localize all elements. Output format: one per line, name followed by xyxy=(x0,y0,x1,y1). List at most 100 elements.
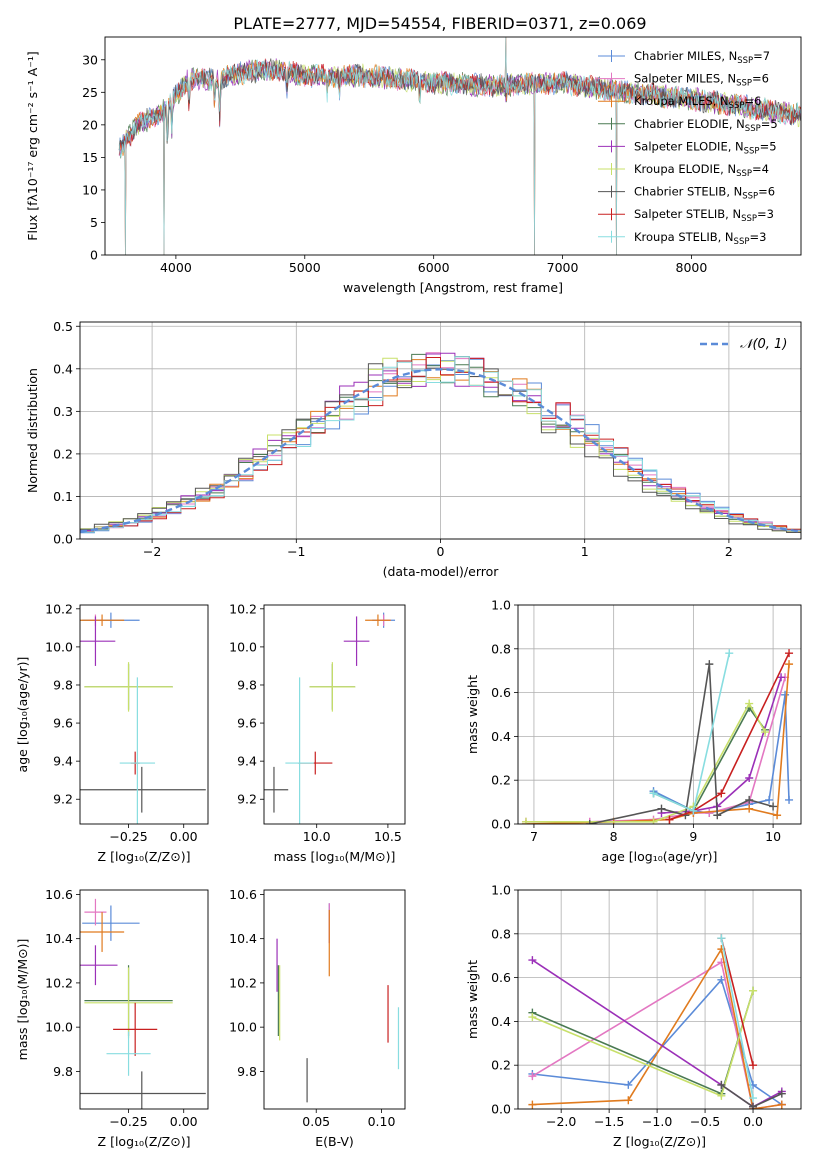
weight-line xyxy=(720,938,754,1099)
weight-point xyxy=(717,975,726,984)
x-tick-label: −0.25 xyxy=(109,829,147,844)
weight-point xyxy=(785,795,794,804)
x-tick-label: 8 xyxy=(610,829,618,844)
legend-label: Kroupa ELODIE, NSSP=4 xyxy=(634,162,769,179)
plot-area xyxy=(528,934,786,1109)
weight-point xyxy=(717,1091,726,1100)
x-axis-label: wavelength [Angstrom, rest frame] xyxy=(343,280,563,295)
y-tick-label: 30 xyxy=(82,52,98,67)
y-tick-label: 10.2 xyxy=(229,601,257,616)
weight-point xyxy=(765,795,774,804)
y-tick-label: 9.4 xyxy=(237,754,257,769)
axes-frame xyxy=(79,889,209,1110)
weight-point xyxy=(749,1102,758,1109)
y-tick-label: 10.2 xyxy=(45,975,73,990)
legend-label: Chabrier ELODIE, NSSP=5 xyxy=(634,117,778,134)
y-tick-label: 9.8 xyxy=(53,677,73,692)
x-tick-label: 10 xyxy=(765,829,781,844)
panel-weight-vs-metallicity: −2.0 −1.5 −1.0 −0.5 0.0 0.0 0.2 0.4 0.6 0.8 1.0 Z [… xyxy=(465,883,802,1149)
y-tick-label: 9.8 xyxy=(237,1064,257,1079)
weight-point xyxy=(528,1072,537,1081)
weight-point xyxy=(749,986,758,995)
legend-label: Kroupa STELIB, NSSP=3 xyxy=(634,230,766,247)
x-tick-label: 7000 xyxy=(547,260,579,275)
weight-line xyxy=(653,653,731,813)
y-tick-label: 0.0 xyxy=(491,817,511,832)
weight-line xyxy=(532,990,754,1097)
weight-point xyxy=(717,789,726,798)
weight-point xyxy=(585,820,594,824)
legend-label: 𝒩(0, 1) xyxy=(740,337,787,352)
x-tick-label: −2 xyxy=(143,544,161,559)
y-tick-label: 9.8 xyxy=(237,677,257,692)
x-tick-label: 0 xyxy=(437,544,445,559)
weight-point xyxy=(624,1080,633,1089)
panel-mass-vs-extinction: 0.05 0.10 9.8 10.0 10.2 10.4 10.6 E(B-V) xyxy=(229,887,406,1149)
panel-mass-vs-metallicity: −0.25 0.00 9.8 10.0 10.2 10.4 10.6 Z [log₁₀(Z/Z… xyxy=(15,887,209,1149)
x-tick-label: 5000 xyxy=(289,260,321,275)
y-tick-label: 9.2 xyxy=(53,792,73,807)
weight-point xyxy=(749,1061,758,1070)
x-axis-label: (data-model)/error xyxy=(383,564,500,579)
y-tick-label: 9.6 xyxy=(237,716,257,731)
legend-label: Salpeter STELIB, NSSP=3 xyxy=(634,207,774,224)
y-tick-label: 0.0 xyxy=(491,1102,511,1117)
x-tick-label: 7 xyxy=(530,829,538,844)
figure-title: PLATE=2777, MJD=54554, FIBERID=0371, z=0… xyxy=(233,14,646,33)
y-tick-label: 1.0 xyxy=(491,598,511,613)
panel-spectrum: 4000 5000 6000 7000 8000 0 5 10 15 20 25 30 waveleng… xyxy=(25,36,802,295)
weight-point xyxy=(777,1089,786,1098)
y-tick-label: 0.0 xyxy=(53,532,73,547)
weight-point xyxy=(528,1100,537,1109)
panel-age-vs-metallicity: −0.25 0.00 9.2 9.4 9.6 9.8 10.0 10.2 Z [log₁₀(Z/… xyxy=(15,601,209,864)
weight-point xyxy=(528,1013,537,1022)
weight-point xyxy=(749,1094,758,1103)
y-tick-label: 9.8 xyxy=(53,1064,73,1079)
weight-point xyxy=(705,660,714,669)
y-tick-label: 9.2 xyxy=(237,792,257,807)
weight-point xyxy=(785,649,794,658)
x-tick-label: 0.05 xyxy=(302,1114,330,1129)
y-tick-label: 0.2 xyxy=(491,773,511,788)
x-tick-label: 0.0 xyxy=(743,1114,763,1129)
spectrum-line xyxy=(118,58,801,150)
legend-label: Salpeter MILES, NSSP=6 xyxy=(634,72,769,89)
y-axis-label: Flux [fλ10⁻¹⁷ erg cm⁻² s⁻¹ A⁻¹] xyxy=(25,51,40,240)
weight-point xyxy=(717,1080,726,1089)
plot-area xyxy=(276,903,400,1103)
y-tick-label: 20 xyxy=(82,117,98,132)
weight-point xyxy=(745,699,754,708)
y-tick-label: 15 xyxy=(82,150,98,165)
x-tick-label: 9 xyxy=(689,829,697,844)
x-tick-label: −1 xyxy=(287,544,305,559)
x-tick-label: 10.5 xyxy=(374,829,402,844)
y-tick-label: 10 xyxy=(82,182,98,197)
y-tick-label: 0.8 xyxy=(491,641,511,656)
weight-point xyxy=(657,804,666,813)
weight-point xyxy=(528,956,537,965)
y-tick-label: 10.2 xyxy=(45,601,73,616)
normal-curve xyxy=(80,368,801,533)
x-tick-label: −2.0 xyxy=(546,1114,576,1129)
axes-frame xyxy=(263,889,406,1110)
legend-label: Chabrier MILES, NSSP=7 xyxy=(634,49,770,66)
axes-frame xyxy=(104,36,802,256)
y-tick-label: 5 xyxy=(90,215,98,230)
y-tick-label: 0.3 xyxy=(53,404,73,419)
x-tick-label: 10.0 xyxy=(303,829,331,844)
y-axis-label: age [log₁₀(age/yr)] xyxy=(15,657,30,773)
y-tick-label: 10.4 xyxy=(229,931,257,946)
x-axis-label: E(B-V) xyxy=(315,1134,354,1149)
x-tick-label: −0.25 xyxy=(109,1114,147,1129)
weight-point xyxy=(769,802,778,811)
axes-frame xyxy=(517,604,802,825)
y-tick-label: 10.0 xyxy=(45,1020,73,1035)
y-tick-label: 0.4 xyxy=(491,1014,511,1029)
x-tick-label: 4000 xyxy=(160,260,192,275)
y-tick-label: 10.2 xyxy=(229,975,257,990)
histogram-step xyxy=(80,357,801,535)
y-tick-label: 10.0 xyxy=(45,639,73,654)
axes-frame xyxy=(79,321,802,540)
weight-point xyxy=(745,774,754,783)
x-tick-label: −0.5 xyxy=(690,1114,720,1129)
